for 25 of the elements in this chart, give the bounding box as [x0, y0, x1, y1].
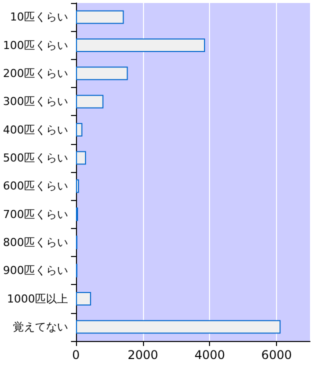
y-tick-label: 900匹くらい — [2, 264, 68, 278]
x-tick-label: 4000 — [194, 348, 225, 362]
y-tick-label: 1000匹以上 — [6, 292, 68, 306]
x-tick-label: 2000 — [128, 348, 158, 362]
y-tick-label: 600匹くらい — [2, 180, 68, 193]
bar — [76, 10, 124, 24]
y-tick-label: 700匹くらい — [2, 208, 68, 221]
y-tick-label: 300匹くらい — [2, 95, 68, 108]
y-tick-label: 覚えてない — [12, 320, 68, 334]
y-tick-label: 400匹くらい — [2, 123, 68, 136]
bar — [76, 38, 206, 52]
x-tick-label: 6000 — [261, 348, 292, 362]
x-tick-label: 0 — [72, 348, 80, 362]
bar — [76, 122, 82, 137]
bar — [76, 94, 104, 108]
y-tick-label: 200匹くらい — [2, 66, 68, 80]
y-tick-label: 500匹くらい — [2, 151, 68, 164]
bar — [76, 66, 128, 80]
y-tick-label: 800匹くらい — [2, 236, 68, 249]
bar — [76, 292, 92, 306]
y-tick-label: 10匹くらい — [10, 10, 68, 24]
bar — [76, 179, 80, 193]
y-tick-label: 100匹くらい — [2, 38, 68, 52]
bar — [76, 151, 86, 165]
bar — [76, 320, 281, 334]
